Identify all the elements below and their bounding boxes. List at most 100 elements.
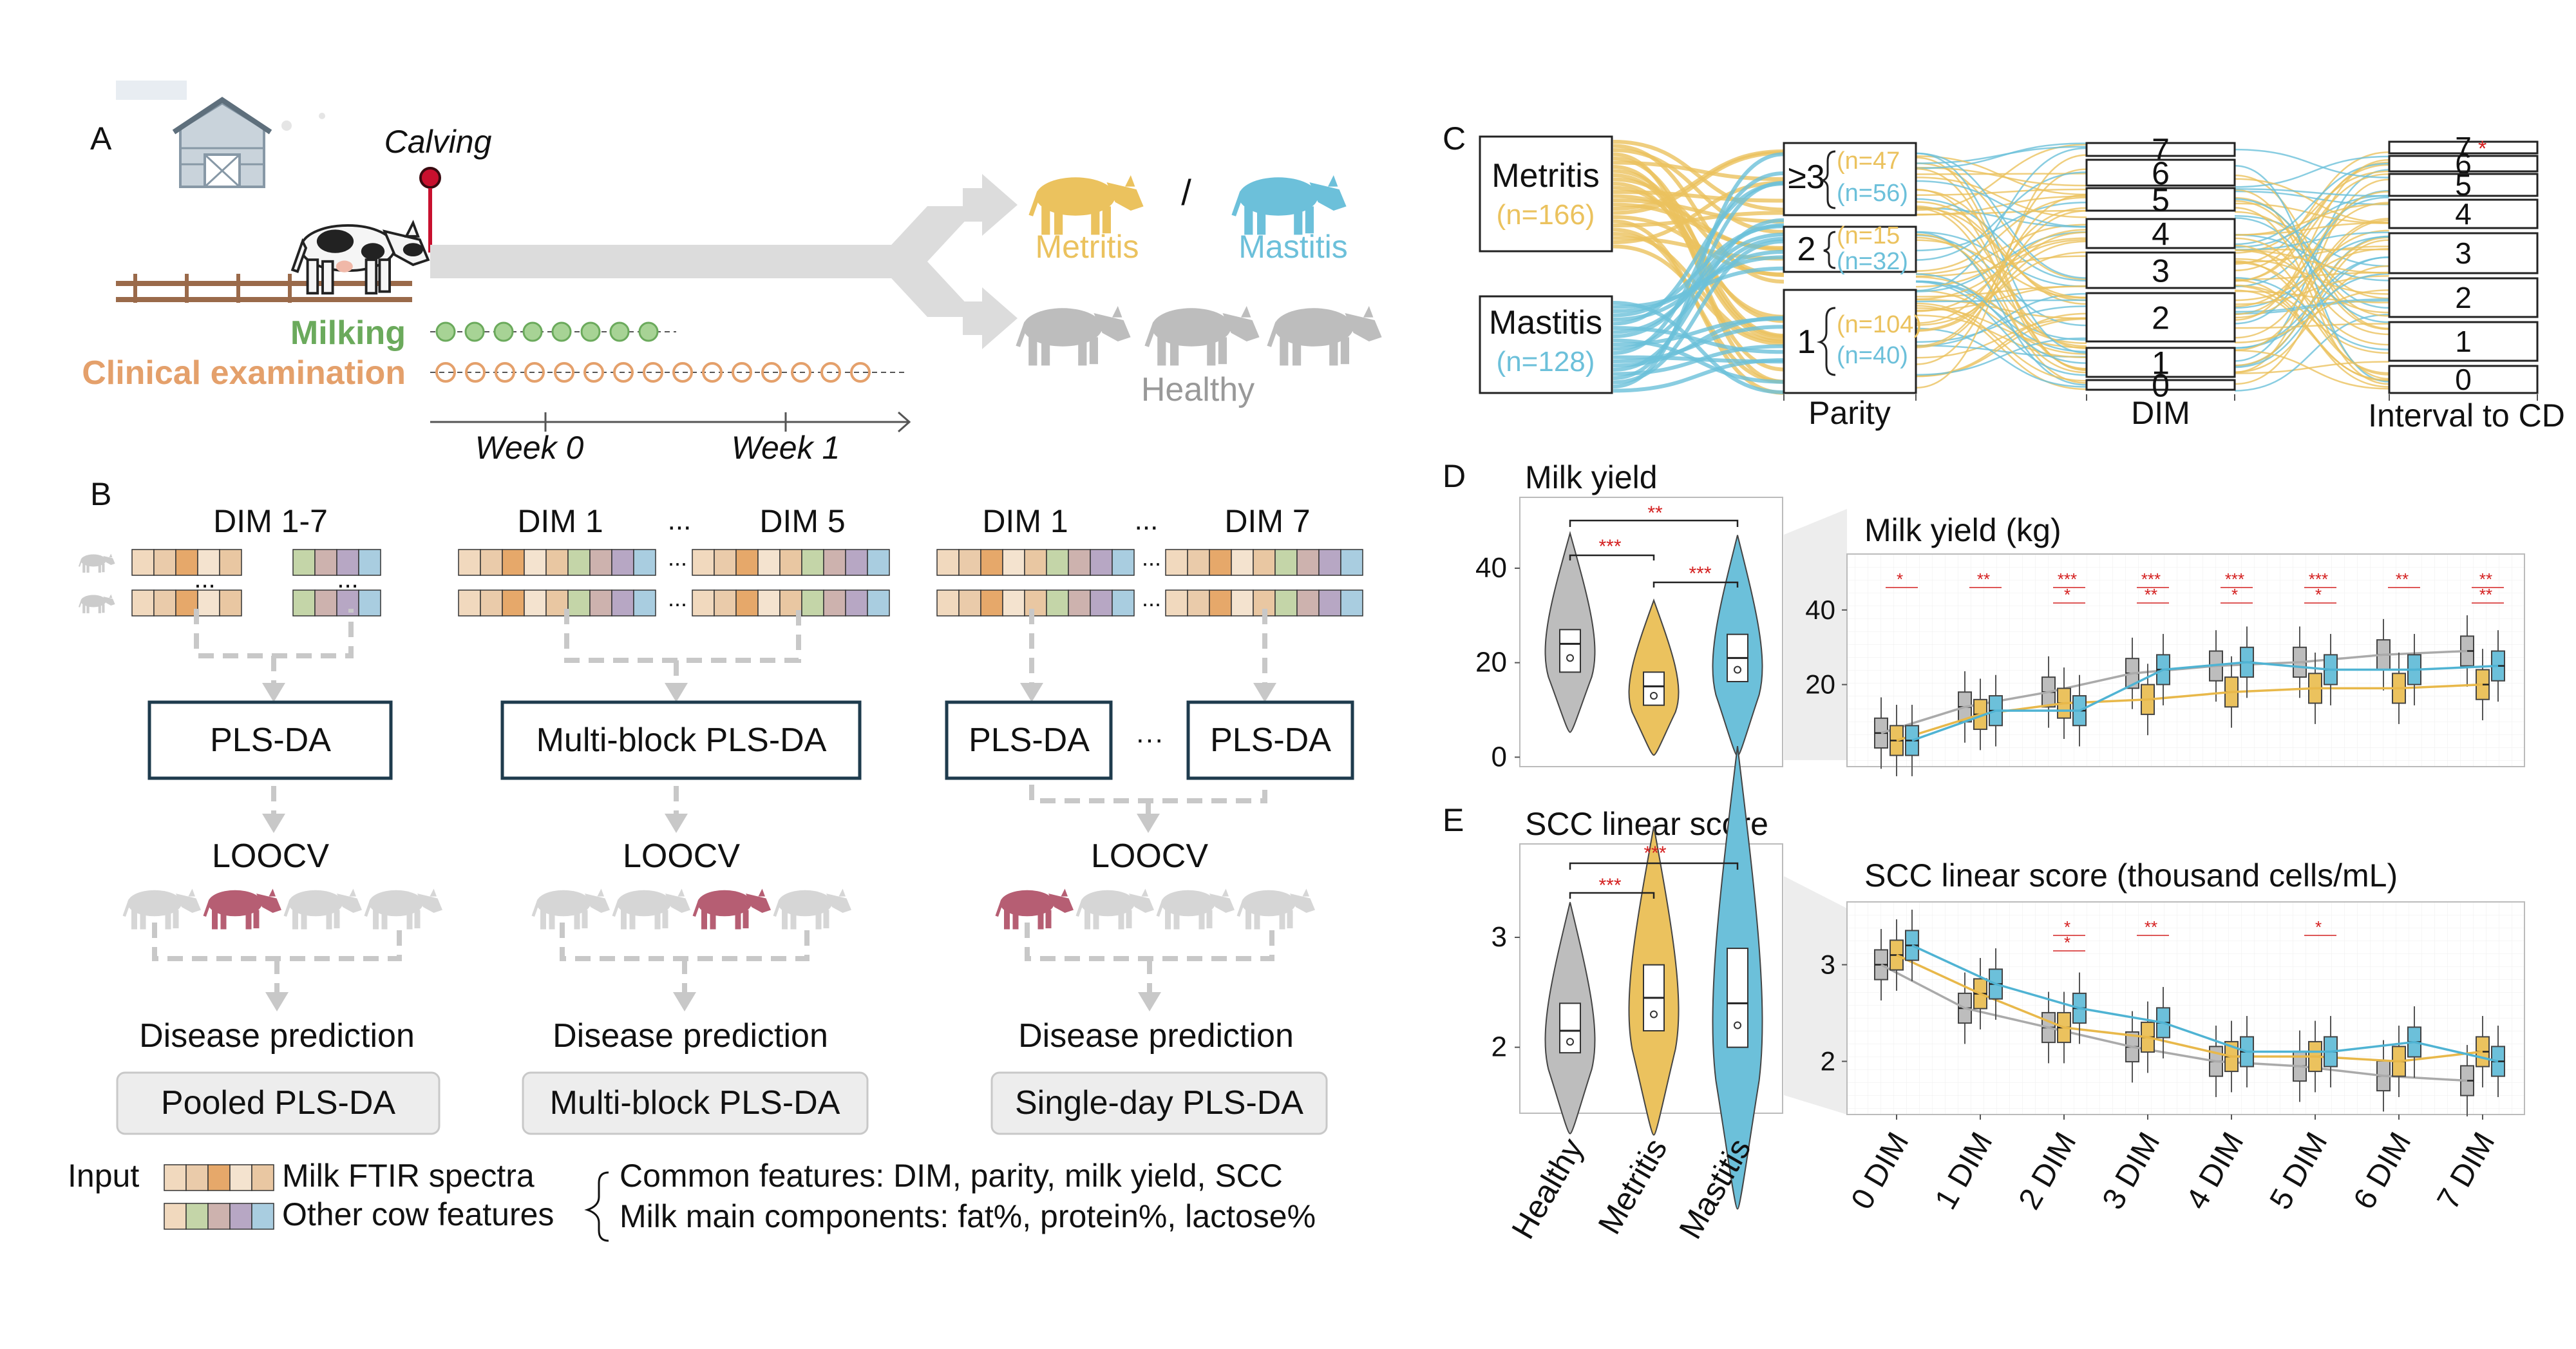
parity-node-2-metritis: (n=15	[1837, 222, 1900, 249]
legend-input-label: Input	[68, 1158, 139, 1194]
mini-cow-icon	[78, 553, 115, 573]
significance-bracket	[1569, 519, 1739, 527]
x-tick-label: 2 DIM	[2012, 1127, 2083, 1215]
feature-cell	[1068, 589, 1091, 617]
sankey-flow	[1915, 337, 2087, 376]
feature-cell	[1274, 589, 1298, 617]
sankey-flow	[1915, 345, 2087, 358]
legend-other-cell	[207, 1203, 231, 1230]
legend-spectra-cell	[251, 1164, 274, 1191]
dim-node-label: 1	[2152, 345, 2170, 381]
feature-cell	[823, 589, 846, 617]
significance-label: **	[2396, 569, 2409, 589]
sankey-flow	[1915, 189, 2087, 305]
interval-node	[2388, 173, 2539, 197]
trend-line-mastitis	[1911, 944, 2499, 1063]
trend-line-mastitis	[1911, 661, 2499, 742]
parity-node-3-mastitis: (n=56)	[1837, 180, 1908, 207]
strip-ellipsis: ...	[668, 544, 687, 571]
sankey-flow	[1915, 155, 2087, 196]
feature-cell	[1209, 589, 1232, 617]
sankey-flow	[1915, 209, 2087, 216]
sankey-flow	[1915, 273, 2087, 364]
b-col3-dim-label-b: DIM 7	[1224, 503, 1310, 539]
feature-cell	[1274, 549, 1298, 576]
feature-cell	[589, 589, 612, 617]
sankey-flow	[1915, 194, 2087, 347]
feature-cell	[1296, 549, 1320, 576]
b-col2-ellipsis: ...	[668, 504, 692, 536]
x-tick-label: 1 DIM	[1929, 1127, 2000, 1215]
spectra-strips: ..................	[78, 544, 1363, 617]
sankey-flow	[1915, 240, 2087, 332]
scc-box-title: SCC linear score (thousand cells/mL)	[1864, 857, 2398, 894]
e-sig-1: ***	[1643, 843, 1666, 864]
feature-cell	[197, 589, 220, 617]
mastitis-node	[1479, 295, 1613, 394]
feature-cell	[980, 549, 1003, 576]
legend-brace	[584, 1171, 609, 1242]
parity-node-2-label: 2	[1797, 231, 1816, 268]
feature-cell	[1187, 549, 1210, 576]
cow-icon	[1156, 888, 1235, 930]
feature-cell	[845, 549, 868, 576]
feature-cell	[1024, 549, 1047, 576]
feature-cell	[131, 589, 155, 617]
feature-cell	[197, 549, 220, 576]
clinical-dot	[643, 362, 663, 383]
sankey-flow	[1613, 160, 1785, 182]
feature-cell	[458, 549, 481, 576]
milking-dot	[638, 321, 659, 342]
strip-ellipsis: ...	[337, 565, 358, 593]
feature-cell	[524, 549, 547, 576]
parity-node-1-mastitis: (n=40)	[1837, 342, 1908, 369]
b-col3-dim-label-a: DIM 1	[982, 503, 1068, 539]
interval-node-label: 2	[2455, 281, 2472, 314]
feature-cell	[936, 549, 960, 576]
sankey-flow	[2234, 188, 2390, 197]
sankey-flow	[1915, 173, 2087, 175]
feature-cell	[131, 549, 155, 576]
left-out-cow-icon	[203, 888, 281, 930]
legend-spectra-label: Milk FTIR spectra	[282, 1158, 535, 1194]
d-sig-1: **	[1647, 502, 1663, 524]
single-pls-da-box-2	[1186, 700, 1354, 780]
barn-illustration	[116, 81, 412, 303]
interval-node	[2388, 277, 2539, 318]
significance-bracket	[1569, 892, 1655, 899]
feature-cell	[980, 589, 1003, 617]
mini-cow-icon	[78, 594, 115, 613]
panel-letter-b: B	[90, 476, 111, 512]
sankey-flows	[1613, 140, 2390, 395]
single-pls-da-label-1: PLS-DA	[969, 722, 1090, 759]
multiblock-pls-da-tag-label: Multi-block PLS-DA	[550, 1084, 840, 1122]
parity-node-3-metritis: (n=47	[1837, 148, 1900, 175]
interval-node	[2388, 232, 2539, 274]
dim-node-label: 3	[2152, 253, 2170, 289]
clinical-timeline	[430, 362, 908, 383]
dim-axis-label: DIM	[2131, 395, 2190, 431]
feature-cell	[358, 589, 381, 617]
zoom-connector-e	[1784, 876, 1847, 1115]
y-tick-label: 20	[1475, 647, 1507, 678]
violin-mean	[1650, 692, 1658, 700]
x-tick-label: 7 DIM	[2431, 1127, 2502, 1215]
interval-node-label: 0	[2455, 363, 2472, 396]
feature-cell	[219, 549, 242, 576]
parity-node-1-label: 1	[1797, 323, 1816, 361]
legend-swatches	[164, 1164, 274, 1230]
panel-c: Metritis (n=166) Mastitis (n=128) ≥3 (n=…	[1479, 131, 2565, 434]
parity-node-3	[1783, 142, 1917, 216]
sankey-flow	[2234, 173, 2390, 282]
interval-axis-label: Interval to CD	[2368, 397, 2565, 434]
sankey-flow	[1613, 344, 1785, 376]
feature-cell	[153, 549, 176, 576]
feature-cell	[567, 549, 591, 576]
sankey-flow	[2234, 203, 2390, 236]
sankey-flow	[1613, 218, 1785, 372]
feature-cell	[757, 589, 781, 617]
interval-node	[2388, 321, 2539, 362]
significance-bracket	[1569, 554, 1655, 560]
